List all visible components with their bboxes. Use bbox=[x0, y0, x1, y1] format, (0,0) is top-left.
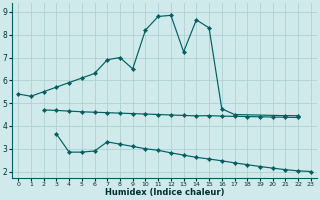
X-axis label: Humidex (Indice chaleur): Humidex (Indice chaleur) bbox=[105, 188, 224, 197]
